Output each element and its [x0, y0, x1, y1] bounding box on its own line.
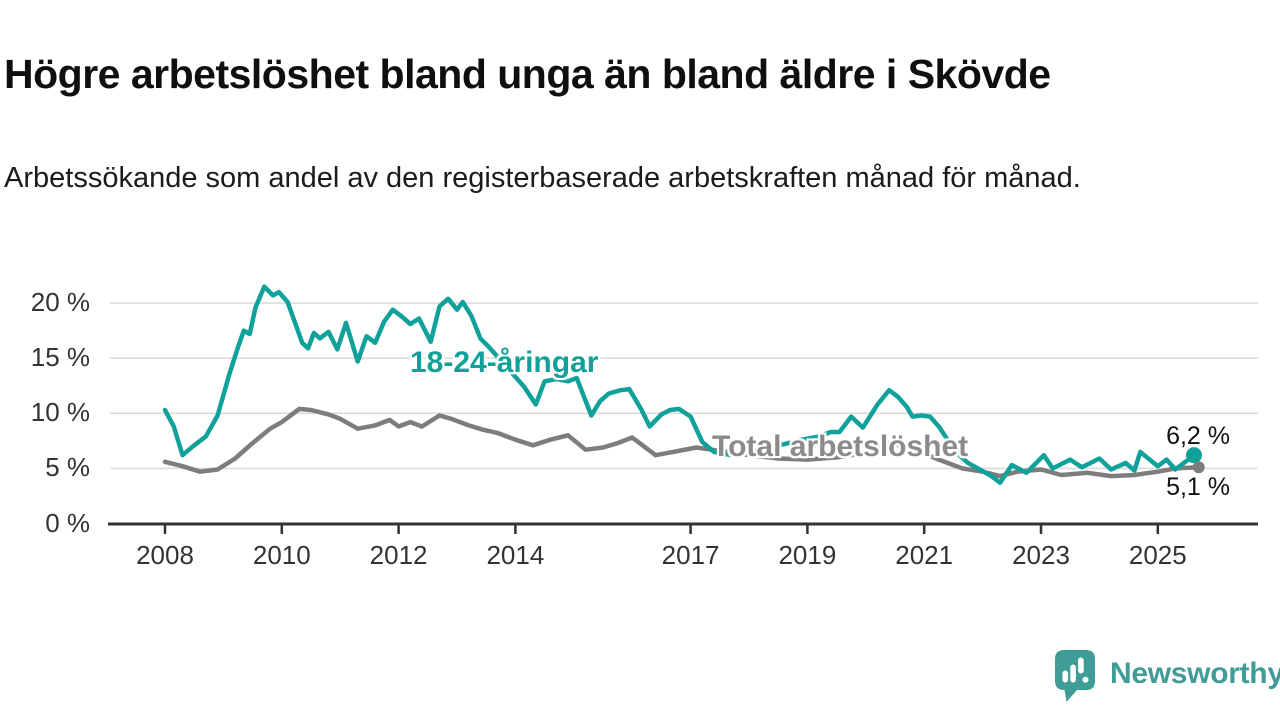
series-label-total: Total arbetslöshet	[712, 430, 969, 463]
x-tick-label: 2014	[486, 540, 545, 570]
total-end-dot	[1192, 461, 1205, 474]
end-value-label-youth: 6,2 %	[1166, 422, 1230, 450]
x-tick-label: 2021	[895, 540, 954, 570]
x-tick-label: 2023	[1012, 540, 1070, 570]
brand-footer: Newsworthy	[1054, 648, 1280, 706]
youth-end-dot	[1186, 447, 1203, 464]
chart-title: Högre arbetslöshet bland unga än bland ä…	[4, 51, 1051, 98]
y-tick-label: 5 %	[45, 452, 90, 483]
y-tick-label: 15 %	[30, 342, 90, 373]
y-tick-label: 10 %	[30, 397, 90, 428]
x-tick-label: 2008	[136, 540, 194, 570]
total-series-line	[162, 406, 1201, 479]
brand-name: Newsworthy	[1110, 657, 1280, 690]
x-tick-label: 2012	[369, 540, 428, 570]
newsworthy-logo-icon	[1055, 650, 1095, 702]
series-label-youth: 18-24-åringar	[410, 346, 599, 379]
y-tick-label: 0 %	[45, 507, 90, 538]
x-tick-label: 2019	[778, 540, 837, 570]
y-tick-label: 20 %	[30, 287, 90, 318]
chart-subtitle: Arbetssökande som andel av den registerb…	[4, 162, 1081, 194]
youth-series-line	[162, 284, 1197, 485]
end-value-label-total: 5,1 %	[1166, 473, 1230, 501]
x-tick-label: 2017	[661, 540, 720, 570]
x-tick-label: 2025	[1128, 540, 1187, 570]
x-tick-label: 2010	[252, 540, 311, 570]
